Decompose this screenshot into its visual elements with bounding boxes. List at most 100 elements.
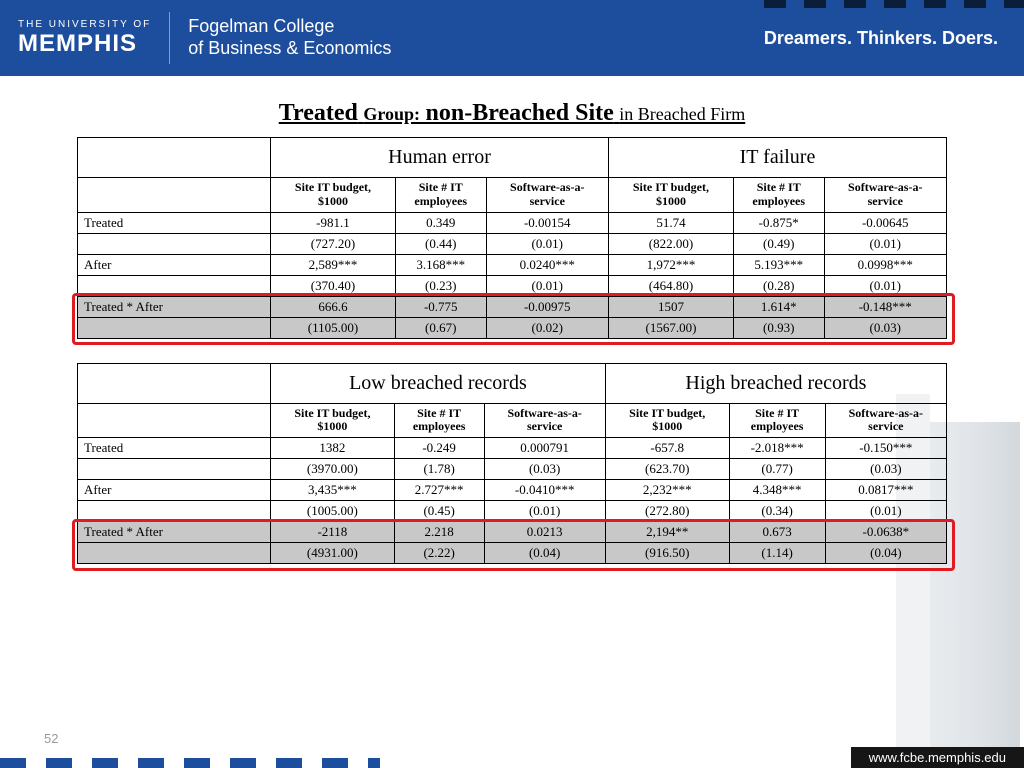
cell-value: -0.150*** xyxy=(825,438,946,459)
row-label: After xyxy=(78,480,271,501)
cell-value: (0.77) xyxy=(729,459,825,480)
table1-group-a: Human error xyxy=(271,138,609,178)
row-label: After xyxy=(78,254,271,275)
cell-value: 3,435*** xyxy=(271,480,395,501)
table-row: (370.40)(0.23)(0.01)(464.80)(0.28)(0.01) xyxy=(78,275,947,296)
cell-value: -0.775 xyxy=(395,296,486,317)
cell-value: (2.22) xyxy=(394,543,484,564)
title-part3: non-Breached Site xyxy=(426,100,614,126)
cell-value: -0.0638* xyxy=(825,522,946,543)
row-label: Treated * After xyxy=(78,296,271,317)
cell-value: (0.01) xyxy=(825,501,946,522)
cell-value: 0.673 xyxy=(729,522,825,543)
cell-value: (0.01) xyxy=(486,233,608,254)
row-label xyxy=(78,543,271,564)
cell-value: (623.70) xyxy=(605,459,729,480)
title-part4: in Breached Firm xyxy=(619,104,745,124)
table-row: (1105.00)(0.67)(0.02)(1567.00)(0.93)(0.0… xyxy=(78,317,947,338)
table1-subheader-row: Site IT budget,$1000 Site # ITemployees … xyxy=(78,178,947,213)
header-dash-decoration xyxy=(764,0,1024,8)
table2-group-b: High breached records xyxy=(605,363,946,403)
cell-value: -0.00154 xyxy=(486,212,608,233)
cell-value: (0.01) xyxy=(486,275,608,296)
cell-value: -0.148*** xyxy=(824,296,946,317)
table2-subheader-row: Site IT budget,$1000 Site # ITemployees … xyxy=(78,403,947,438)
cell-value: -0.0410*** xyxy=(484,480,605,501)
cell-value: (464.80) xyxy=(608,275,733,296)
header: THE UNIVERSITY OF MEMPHIS Fogelman Colle… xyxy=(0,0,1024,76)
results-table-1: Human error IT failure Site IT budget,$1… xyxy=(77,137,947,339)
univ-big: MEMPHIS xyxy=(18,31,151,56)
cell-value: 2,194** xyxy=(605,522,729,543)
cell-value: (1.78) xyxy=(394,459,484,480)
cell-value: -0.00975 xyxy=(486,296,608,317)
cell-value: 2.218 xyxy=(394,522,484,543)
cell-value: (0.01) xyxy=(824,233,946,254)
cell-value: (0.45) xyxy=(394,501,484,522)
row-label xyxy=(78,233,271,254)
row-label: Treated xyxy=(78,438,271,459)
cell-value: 0.0998*** xyxy=(824,254,946,275)
cell-value: (0.02) xyxy=(486,317,608,338)
row-label xyxy=(78,501,271,522)
page-number: 52 xyxy=(44,731,58,746)
cell-value: 0.0817*** xyxy=(825,480,946,501)
cell-value: (0.03) xyxy=(824,317,946,338)
cell-value: 2,232*** xyxy=(605,480,729,501)
cell-value: (4931.00) xyxy=(271,543,395,564)
cell-value: (370.40) xyxy=(271,275,396,296)
table-row: After2,589***3.168***0.0240***1,972***5.… xyxy=(78,254,947,275)
cell-value: (0.44) xyxy=(395,233,486,254)
row-label xyxy=(78,275,271,296)
cell-value: (0.28) xyxy=(733,275,824,296)
cell-value: (0.93) xyxy=(733,317,824,338)
table-row: Treated * After666.6-0.775-0.0097515071.… xyxy=(78,296,947,317)
title-part1: Treated xyxy=(279,100,358,126)
table-row: (1005.00)(0.45)(0.01)(272.80)(0.34)(0.01… xyxy=(78,501,947,522)
cell-value: 5.193*** xyxy=(733,254,824,275)
cell-value: -0.875* xyxy=(733,212,824,233)
cell-value: 1507 xyxy=(608,296,733,317)
table-row: (727.20)(0.44)(0.01)(822.00)(0.49)(0.01) xyxy=(78,233,947,254)
cell-value: -657.8 xyxy=(605,438,729,459)
cell-value: 2,589*** xyxy=(271,254,396,275)
slide-title: Treated Group: non-Breached Site in Brea… xyxy=(0,100,1024,127)
cell-value: (822.00) xyxy=(608,233,733,254)
cell-value: (0.23) xyxy=(395,275,486,296)
table-row: (4931.00)(2.22)(0.04)(916.50)(1.14)(0.04… xyxy=(78,543,947,564)
table1-group-b: IT failure xyxy=(608,138,946,178)
cell-value: -0.249 xyxy=(394,438,484,459)
table-row: Treated * After-21182.2180.02132,194**0.… xyxy=(78,522,947,543)
cell-value: 0.000791 xyxy=(484,438,605,459)
results-table-2: Low breached records High breached recor… xyxy=(77,363,947,565)
table-row: Treated-981.10.349-0.0015451.74-0.875*-0… xyxy=(78,212,947,233)
college-name: Fogelman College of Business & Economics xyxy=(170,8,409,67)
cell-value: -2.018*** xyxy=(729,438,825,459)
title-part2: Group: xyxy=(363,104,420,124)
table-row: (3970.00)(1.78)(0.03)(623.70)(0.77)(0.03… xyxy=(78,459,947,480)
cell-value: 51.74 xyxy=(608,212,733,233)
cell-value: (0.03) xyxy=(484,459,605,480)
cell-value: (0.04) xyxy=(825,543,946,564)
cell-value: 2.727*** xyxy=(394,480,484,501)
table-row: Treated1382-0.2490.000791-657.8-2.018***… xyxy=(78,438,947,459)
cell-value: (0.49) xyxy=(733,233,824,254)
cell-value: (0.34) xyxy=(729,501,825,522)
cell-value: (0.67) xyxy=(395,317,486,338)
cell-value: (0.04) xyxy=(484,543,605,564)
footer-dash-decoration xyxy=(0,758,380,768)
cell-value: 666.6 xyxy=(271,296,396,317)
cell-value: (916.50) xyxy=(605,543,729,564)
cell-value: (727.20) xyxy=(271,233,396,254)
cell-value: (1105.00) xyxy=(271,317,396,338)
row-label: Treated * After xyxy=(78,522,271,543)
cell-value: -0.00645 xyxy=(824,212,946,233)
cell-value: 1.614* xyxy=(733,296,824,317)
cell-value: 3.168*** xyxy=(395,254,486,275)
cell-value: 0.0213 xyxy=(484,522,605,543)
cell-value: (272.80) xyxy=(605,501,729,522)
table2-wrapper: Low breached records High breached recor… xyxy=(77,363,947,565)
university-logo: THE UNIVERSITY OF MEMPHIS xyxy=(0,12,169,64)
cell-value: (0.01) xyxy=(484,501,605,522)
cell-value: 1,972*** xyxy=(608,254,733,275)
